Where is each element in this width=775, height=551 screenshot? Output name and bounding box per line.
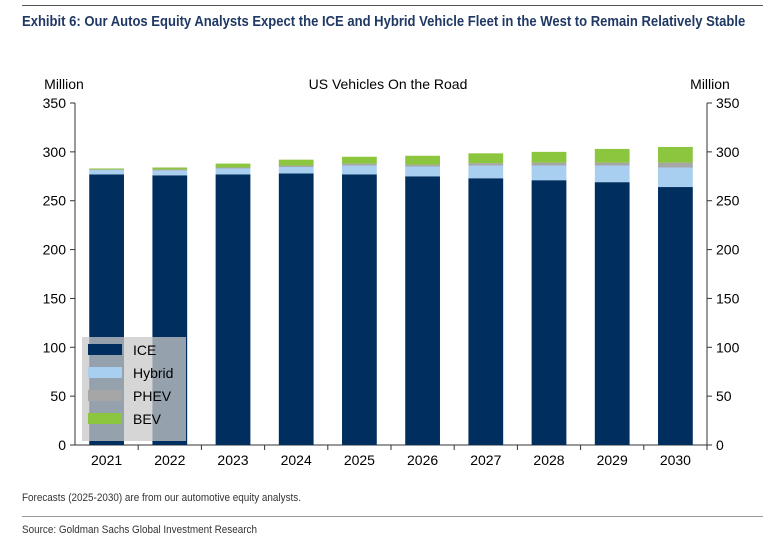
bar-phev-2025 bbox=[342, 163, 377, 166]
bar-ice-2026 bbox=[405, 176, 440, 446]
x-tick-label: 2029 bbox=[597, 452, 628, 468]
x-tick-label: 2028 bbox=[533, 452, 564, 468]
bar-ice-2023 bbox=[215, 174, 251, 445]
bar-hybrid-2023 bbox=[215, 168, 251, 175]
bar-phev-2026 bbox=[405, 164, 440, 167]
bar-hybrid-2024 bbox=[278, 167, 314, 174]
bar-hybrid-2027 bbox=[468, 165, 504, 179]
legend-label-hybrid: Hybrid bbox=[133, 365, 173, 381]
x-tick-label: 2022 bbox=[154, 452, 185, 468]
y-tick-label-right: 350 bbox=[716, 95, 740, 111]
bar-bev-2024 bbox=[278, 159, 314, 166]
y-tick-label-right: 200 bbox=[716, 242, 740, 258]
legend-label-phev: PHEV bbox=[133, 388, 172, 404]
bar-ice-2028 bbox=[531, 180, 567, 446]
bar-ice-2029 bbox=[594, 182, 630, 446]
source-divider bbox=[22, 516, 763, 517]
bar-bev-2030 bbox=[658, 146, 693, 163]
y-axis-label-left: Million bbox=[44, 76, 84, 92]
legend-swatch-ice bbox=[88, 344, 122, 355]
legend-swatch-bev bbox=[88, 413, 122, 424]
y-tick-label-right: 300 bbox=[716, 144, 740, 160]
bar-phev-2029 bbox=[594, 162, 630, 166]
bar-phev-2030 bbox=[658, 162, 693, 168]
bar-bev-2028 bbox=[531, 151, 567, 163]
bar-ice-2024 bbox=[278, 173, 314, 445]
bar-bev-2022 bbox=[152, 167, 188, 170]
bar-hybrid-2022 bbox=[152, 170, 188, 176]
y-tick-label-left: 0 bbox=[58, 437, 66, 453]
bar-hybrid-2028 bbox=[531, 165, 567, 181]
source-note: Source: Goldman Sachs Global Investment … bbox=[22, 524, 257, 536]
bar-hybrid-2025 bbox=[342, 165, 377, 175]
x-tick-label: 2023 bbox=[217, 452, 248, 468]
y-tick-label-right: 100 bbox=[716, 339, 740, 355]
bar-bev-2025 bbox=[342, 156, 377, 164]
bar-phev-2028 bbox=[531, 162, 567, 166]
bar-hybrid-2030 bbox=[658, 167, 693, 188]
bar-bev-2027 bbox=[468, 153, 504, 164]
y-tick-label-left: 300 bbox=[43, 144, 67, 160]
bar-ice-2030 bbox=[658, 187, 693, 445]
bar-bev-2029 bbox=[594, 148, 630, 163]
x-tick-label: 2027 bbox=[470, 452, 501, 468]
legend-swatch-phev bbox=[88, 390, 122, 401]
bar-phev-2027 bbox=[468, 163, 504, 166]
bar-bev-2021 bbox=[89, 168, 124, 170]
bar-bev-2026 bbox=[405, 155, 440, 165]
x-tick-label: 2026 bbox=[407, 452, 438, 468]
bar-hybrid-2026 bbox=[405, 166, 440, 177]
bar-ice-2025 bbox=[342, 174, 377, 445]
bar-phev-2023 bbox=[215, 167, 251, 169]
legend-swatch-hybrid bbox=[88, 367, 122, 378]
x-tick-label: 2030 bbox=[660, 452, 691, 468]
y-tick-label-left: 200 bbox=[43, 242, 67, 258]
bar-phev-2024 bbox=[278, 165, 314, 168]
y-tick-label-left: 150 bbox=[43, 290, 67, 306]
exhibit-title: Exhibit 6: Our Autos Equity Analysts Exp… bbox=[22, 14, 746, 30]
y-tick-label-left: 50 bbox=[50, 388, 66, 404]
x-tick-label: 2025 bbox=[344, 452, 375, 468]
legend-label-bev: BEV bbox=[133, 411, 162, 427]
x-tick-label: 2021 bbox=[91, 452, 122, 468]
legend-label-ice: ICE bbox=[133, 342, 156, 358]
y-axis-label-right: Million bbox=[690, 76, 730, 92]
bar-bev-2023 bbox=[215, 163, 251, 168]
stacked-bar-chart: Million Million US Vehicles On the Road … bbox=[43, 76, 740, 468]
y-tick-label-right: 150 bbox=[716, 290, 740, 306]
y-tick-label-left: 250 bbox=[43, 193, 67, 209]
x-tick-label: 2024 bbox=[281, 452, 312, 468]
bar-hybrid-2029 bbox=[594, 165, 630, 183]
top-divider bbox=[22, 5, 763, 6]
bar-hybrid-2021 bbox=[89, 169, 124, 175]
y-tick-label-right: 50 bbox=[716, 388, 732, 404]
bar-phev-2022 bbox=[152, 169, 188, 171]
y-tick-label-left: 350 bbox=[43, 95, 67, 111]
bar-ice-2027 bbox=[468, 178, 504, 446]
chart-title: US Vehicles On the Road bbox=[309, 76, 468, 92]
footnote: Forecasts (2025-2030) are from our autom… bbox=[22, 492, 301, 504]
y-tick-label-right: 250 bbox=[716, 193, 740, 209]
y-tick-label-left: 100 bbox=[43, 339, 67, 355]
y-tick-label-right: 0 bbox=[716, 437, 724, 453]
